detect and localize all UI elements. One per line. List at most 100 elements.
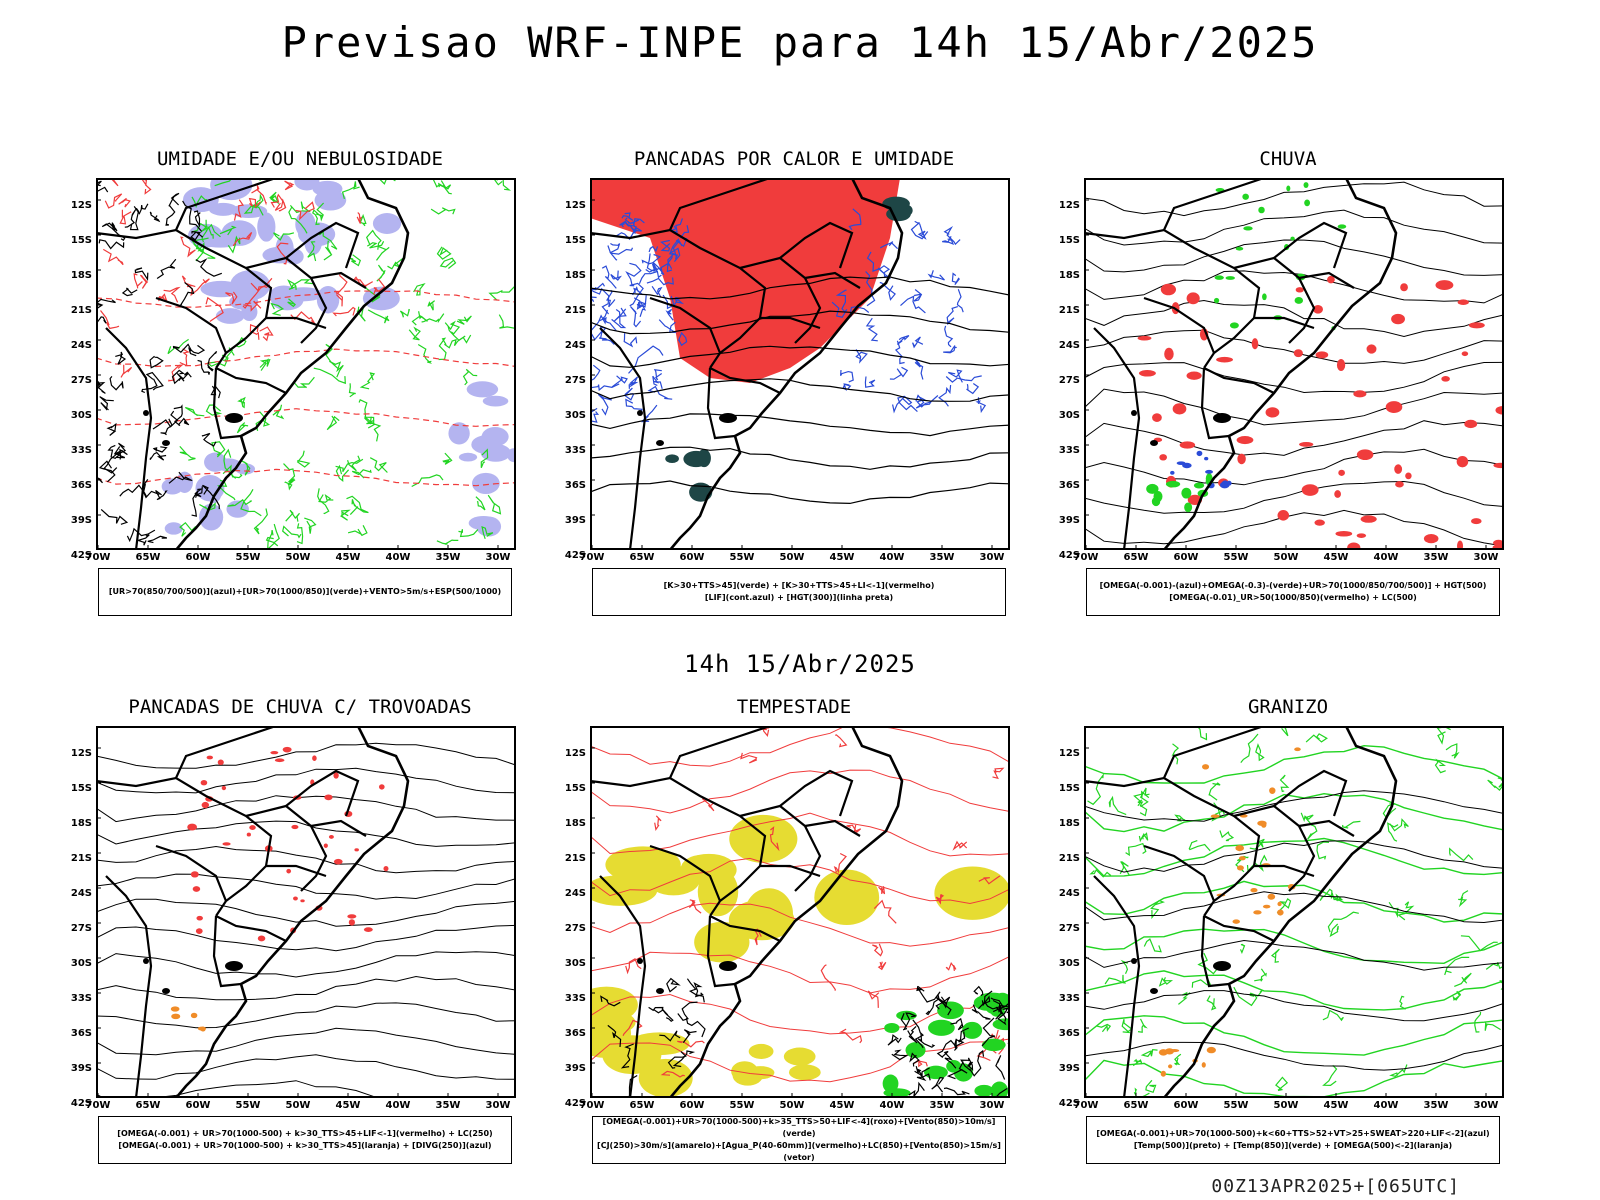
longitude-label: 40W [1373,1100,1399,1111]
forecast-time-label: 14h 15/Abr/2025 [684,650,916,678]
latitude-label: 27S [564,923,586,934]
longitude-label: 70W [1073,1100,1099,1111]
longitude-label: 55W [1223,552,1249,563]
latitude-label: 15S [70,783,92,794]
latitude-label: 12S [1058,200,1080,211]
latitude-label: 27S [70,923,92,934]
map-panel-2: PANCADAS POR CALOR E UMIDADE 12S 15S 18S 21S… [554,148,1034,628]
latitude-label: 42S [564,550,586,561]
latitude-label: 15S [564,235,586,246]
latitude-label: 39S [70,1063,92,1074]
legend-box: [K>30+TTS>45](verde) + [K>30+TTS>45+LI<-… [592,568,1006,616]
legend-box: [OMEGA(-0.001)+UR>70(1000-500)+k>35_TTS>… [592,1116,1006,1164]
weather-map [1084,726,1504,1098]
latitude-label: 18S [70,818,92,829]
latitude-label: 42S [1058,1098,1080,1109]
latitude-label: 18S [564,270,586,281]
longitude-label: 65W [629,552,655,563]
legend-box: [OMEGA(-0.001) + UR>70(1000-500) + k>30_… [98,1116,512,1164]
longitude-label: 30W [1473,1100,1499,1111]
longitude-label: 30W [485,552,511,563]
longitude-label: 50W [285,552,311,563]
longitude-label: 55W [235,1100,261,1111]
latitude-label: 12S [564,748,586,759]
longitude-label: 50W [285,1100,311,1111]
weather-map [590,726,1010,1098]
model-run-label: 00Z13APR2025+[065UTC] [1211,1176,1460,1197]
latitude-label: 18S [1058,270,1080,281]
panel-title: CHUVA [1259,148,1317,170]
legend-line: [OMEGA(-0.001)+UR>70(1000-500)+k>35_TTS>… [602,1117,996,1138]
latitude-label: 42S [1058,550,1080,561]
latitude-label: 30S [70,958,92,969]
legend-line: [OMEGA(-0.001) + UR>70(1000-500) + k>30_… [117,1129,493,1138]
latitude-label: 24S [70,340,92,351]
longitude-label: 60W [679,1100,705,1111]
page-title: Previsao WRF-INPE para 14h 15/Abr/2025 [281,18,1319,67]
legend-line: [K>30+TTS>45](verde) + [K>30+TTS>45+LI<-… [663,581,935,590]
latitude-label: 21S [1058,853,1080,864]
longitude-label: 45W [829,552,855,563]
panel-title: GRANIZO [1247,696,1329,718]
weather-map [590,178,1010,550]
legend-line: [OMEGA(-0.001)-(azul)+OMEGA(-0.3)-(verde… [1099,581,1487,590]
latitude-label: 39S [564,515,586,526]
latitude-label: 33S [564,993,586,1004]
latitude-label: 42S [564,1098,586,1109]
longitude-label: 40W [879,552,905,563]
longitude-label: 35W [1423,552,1449,563]
latitude-label: 24S [1058,340,1080,351]
longitude-label: 55W [235,552,261,563]
latitude-label: 21S [1058,305,1080,316]
legend-box: [UR>70(850/700/500)](azul)+[UR>70(1000/8… [98,568,512,616]
longitude-label: 65W [135,552,161,563]
longitude-label: 30W [485,1100,511,1111]
latitude-label: 12S [70,748,92,759]
latitude-label: 30S [564,410,586,421]
longitude-label: 50W [1273,1100,1299,1111]
legend-line: [Temp(500)](preto) + [Temp(850)](verde) … [1133,1141,1453,1150]
map-panel-6: GRANIZO 12S 15S 18S 21S 24S 27S 30S 33S 36S 39S 42S… [1048,696,1528,1176]
latitude-label: 24S [70,888,92,899]
latitude-label: 42S [70,1098,92,1109]
latitude-label: 24S [564,888,586,899]
map-panel-4: PANCADAS DE CHUVA C/ TROVOADAS 12S 15S 18S 2… [60,696,540,1176]
longitude-label: 30W [1473,552,1499,563]
longitude-label: 35W [1423,1100,1449,1111]
latitude-label: 36S [1058,480,1080,491]
longitude-label: 45W [335,1100,361,1111]
latitude-label: 30S [1058,958,1080,969]
latitude-label: 18S [564,818,586,829]
legend-line: [CJ(250)>30m/s](amarelo)+[Agua_P(40-60mm… [597,1141,1001,1162]
latitude-label: 36S [564,480,586,491]
latitude-label: 21S [564,853,586,864]
longitude-label: 65W [1123,1100,1149,1111]
longitude-label: 55W [1223,1100,1249,1111]
longitude-label: 40W [1373,552,1399,563]
legend-line: [OMEGA(-0.01)_UR>50(1000/850)(vermelho) … [1169,593,1417,602]
longitude-label: 45W [829,1100,855,1111]
longitude-label: 35W [929,552,955,563]
latitude-label: 24S [1058,888,1080,899]
longitude-label: 70W [85,1100,111,1111]
latitude-label: 18S [1058,818,1080,829]
longitude-label: 40W [879,1100,905,1111]
longitude-label: 65W [1123,552,1149,563]
latitude-label: 39S [564,1063,586,1074]
latitude-label: 30S [70,410,92,421]
longitude-label: 70W [579,1100,605,1111]
latitude-label: 39S [1058,515,1080,526]
latitude-label: 21S [70,305,92,316]
latitude-label: 21S [70,853,92,864]
map-panel-5: TEMPESTADE 12S 15S 18S 21S 24S 27S 30S 33S 36S 39S… [554,696,1034,1176]
legend-box: [OMEGA(-0.001)-(azul)+OMEGA(-0.3)-(verde… [1086,568,1500,616]
longitude-label: 35W [435,552,461,563]
legend-line: [LIF](cont.azul) + [HGT(300)](linha pret… [704,593,894,602]
longitude-label: 65W [629,1100,655,1111]
longitude-label: 55W [729,552,755,563]
longitude-label: 35W [929,1100,955,1111]
legend-line: [UR>70(850/700/500)](azul)+[UR>70(1000/8… [108,587,502,596]
longitude-label: 30W [979,1100,1005,1111]
latitude-label: 15S [1058,783,1080,794]
legend-line: [OMEGA(-0.001)+UR>70(1000-500)+k<60+TTS>… [1096,1129,1490,1138]
